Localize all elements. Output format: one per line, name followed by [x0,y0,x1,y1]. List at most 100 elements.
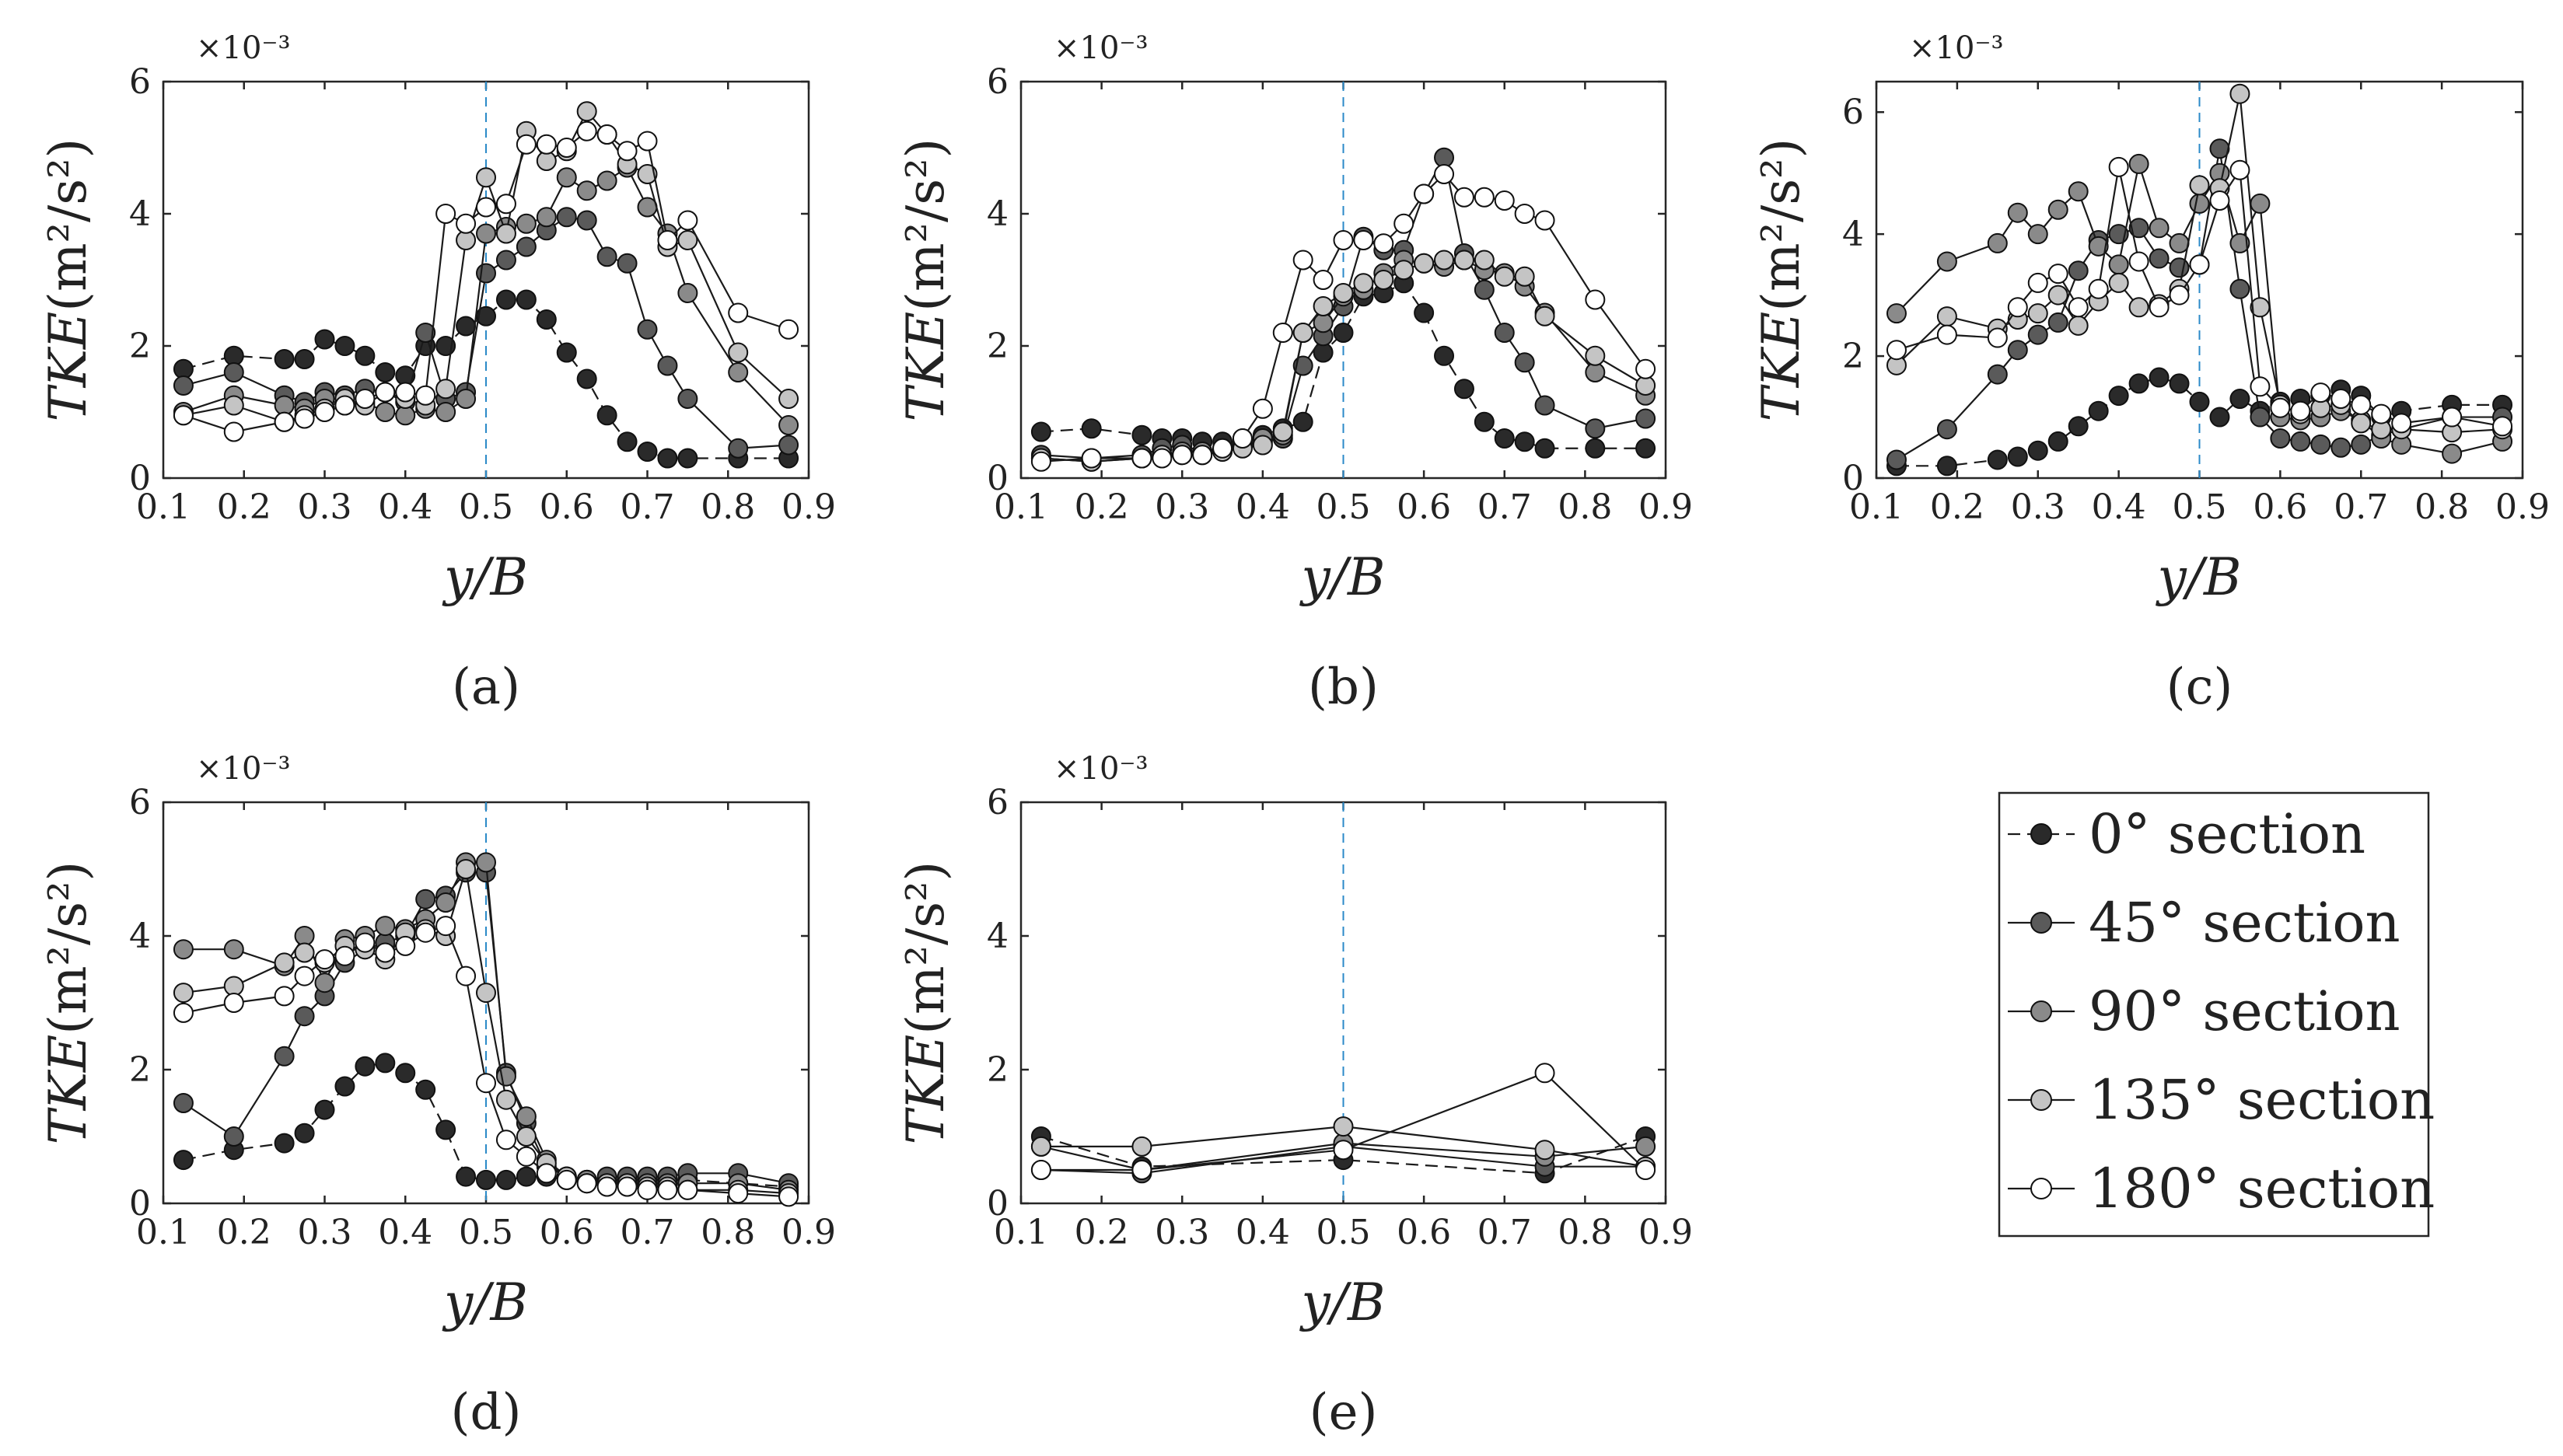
data-point [2047,264,2068,285]
data-point [778,389,799,409]
data-point [2128,251,2149,272]
data-point [1192,445,1213,466]
data-point [173,405,194,426]
x-tick-label: 0.8 [701,487,755,527]
data-point [2270,397,2291,418]
data-point [2128,153,2149,174]
x-tick-label: 0.1 [136,487,191,527]
x-tick-label: 0.6 [2253,487,2307,527]
data-point [1313,296,1334,316]
y-tick-label: 2 [129,1050,151,1090]
data-point [1373,270,1394,290]
data-point [1635,358,1656,379]
data-point [223,976,244,997]
x-tick-label: 0.1 [994,487,1048,527]
y-axis-label: TKE(m²/s²) [38,861,98,1145]
data-point [637,442,658,462]
data-point [2047,285,2068,306]
panel-caption: (c) [2166,658,2233,716]
data-point [334,336,355,356]
y-tick-label: 0 [987,459,1009,498]
data-point [1585,438,1606,459]
data-point [2371,403,2392,424]
data-point [2149,248,2170,269]
y-axis-label: TKE(m²/s²) [1751,138,1811,422]
data-point [1474,187,1495,208]
legend-label: 90° section [2089,979,2400,1043]
data-point [1936,251,1957,272]
data-point [778,1186,799,1207]
data-point [2209,407,2230,428]
data-point [2229,232,2250,253]
data-point [1514,266,1535,287]
data-point [476,852,496,873]
data-point [375,362,396,382]
y-axis-label: TKE(m²/s²) [896,138,956,422]
x-tick-label: 0.1 [994,1213,1048,1252]
data-point [637,164,658,184]
y-axis-label-main: TKE [896,1035,956,1145]
data-point [1353,273,1374,294]
x-axis-label: y/B [2155,547,2241,607]
y-scale-factor: ×10⁻³ [196,751,291,787]
data-point [2250,297,2271,318]
data-point [1252,435,1273,456]
data-point [1152,448,1173,469]
panel-caption: (d) [451,1384,522,1441]
data-point [334,1076,355,1097]
x-tick-label: 0.2 [1075,487,1129,527]
data-point [294,942,315,963]
data-point [415,385,436,406]
x-tick-label: 0.7 [2334,487,2388,527]
y-axis-label: TKE(m²/s²) [896,861,956,1145]
x-tick-label: 0.5 [1316,1213,1371,1252]
data-point [2068,260,2089,281]
data-point [1987,449,2008,470]
data-point [778,319,799,340]
x-tick-label: 0.6 [540,487,594,527]
data-point [223,993,244,1013]
data-point [1131,448,1152,469]
data-point [1987,327,2008,348]
x-tick-label: 0.1 [136,1213,191,1252]
data-point [556,1169,577,1190]
data-point [728,1183,749,1204]
data-point [1585,345,1606,366]
data-point [173,939,194,960]
data-point [1252,398,1273,419]
data-point [2088,400,2109,421]
data-point [314,1099,335,1120]
y-tick-label: 6 [987,62,1009,102]
data-point [1030,451,1051,472]
series-4 [1886,156,2513,437]
y-tick-label: 6 [1842,93,1864,132]
data-point [617,253,638,274]
legend-label: 180° section [2089,1157,2435,1220]
data-point [223,421,244,442]
data-point [516,1166,537,1187]
data-point [1494,190,1515,211]
y-tick-label: 2 [129,326,151,366]
data-point [1333,1116,1354,1137]
data-point [1313,270,1334,290]
chart-panel-d: 0.1 0.2 0.3 0.4 0.5 0.6 0.7 0.8 0.9 0 2 4 6 ×10⁻³ y/B T… [38,751,836,1441]
data-point [2128,373,2149,394]
x-tick-label: 0.4 [378,487,432,527]
data-point [2149,218,2170,239]
x-tick-label: 0.3 [1155,487,1209,527]
data-point [2351,434,2372,455]
data-point [2108,156,2129,177]
chart-panel-e: 0.1 0.2 0.3 0.4 0.5 0.6 0.7 0.8 0.9 0 2 4 6 ×10⁻³ y/B T… [896,751,1693,1441]
data-point [516,236,537,257]
data-point [294,408,315,429]
data-point [657,1179,678,1200]
data-point [355,932,376,953]
data-point [637,319,658,340]
axes-box [1875,80,2524,480]
x-axis-label: y/B [442,1273,528,1332]
y-axis-label-main: TKE [1751,312,1811,422]
data-point [1635,1160,1656,1180]
data-point [1886,340,1907,361]
data-point [223,939,244,960]
x-tick-label: 0.3 [2011,487,2065,527]
